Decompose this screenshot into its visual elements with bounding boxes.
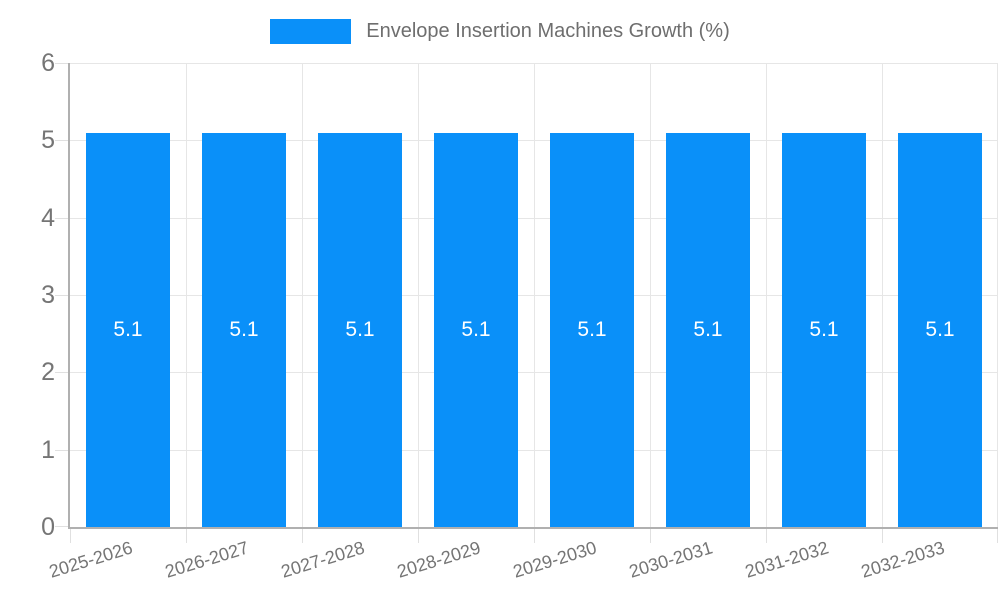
bar[interactable]: 5.1 <box>202 133 286 527</box>
x-gridline <box>302 63 303 527</box>
x-tick <box>186 529 187 543</box>
x-gridline <box>766 63 767 527</box>
y-axis-label: 5 <box>41 126 55 154</box>
y-tick <box>55 450 68 451</box>
x-gridline <box>186 63 187 527</box>
y-tick <box>55 295 68 296</box>
x-gridline <box>534 63 535 527</box>
y-axis-label: 2 <box>41 358 55 386</box>
bar-value-label: 5.1 <box>229 318 259 341</box>
y-tick <box>55 218 68 219</box>
legend[interactable]: Envelope Insertion Machines Growth (%) <box>0 19 1000 44</box>
y-axis-label: 1 <box>41 436 55 464</box>
bar-value-label: 5.1 <box>925 318 955 341</box>
x-tick <box>302 529 303 543</box>
x-tick <box>70 529 71 543</box>
y-axis-label: 0 <box>41 513 55 541</box>
x-tick <box>418 529 419 543</box>
bar-value-label: 5.1 <box>577 318 607 341</box>
x-gridline <box>882 63 883 527</box>
bar-value-label: 5.1 <box>809 318 839 341</box>
y-axis-label: 6 <box>41 49 55 77</box>
x-tick <box>997 529 998 543</box>
bar-value-label: 5.1 <box>113 318 143 341</box>
x-tick <box>766 529 767 543</box>
y-axis-label: 4 <box>41 204 55 232</box>
bar[interactable]: 5.1 <box>666 133 750 527</box>
y-tick <box>55 140 68 141</box>
bar[interactable]: 5.1 <box>86 133 170 527</box>
y-tick <box>55 526 68 527</box>
bar-value-label: 5.1 <box>461 318 491 341</box>
x-tick <box>650 529 651 543</box>
y-tick <box>55 372 68 373</box>
bar[interactable]: 5.1 <box>782 133 866 527</box>
bar[interactable]: 5.1 <box>434 133 518 527</box>
bar[interactable]: 5.1 <box>898 133 982 527</box>
x-gridline <box>650 63 651 527</box>
bar[interactable]: 5.1 <box>550 133 634 527</box>
bar-value-label: 5.1 <box>693 318 723 341</box>
x-gridline <box>418 63 419 527</box>
y-axis-label: 3 <box>41 281 55 309</box>
bar-value-label: 5.1 <box>345 318 375 341</box>
legend-swatch <box>270 19 352 44</box>
x-tick <box>882 529 883 543</box>
bar[interactable]: 5.1 <box>318 133 402 527</box>
x-tick <box>534 529 535 543</box>
y-tick <box>55 63 68 64</box>
x-gridline <box>997 63 998 527</box>
plot-area: 5.1 5.1 5.1 5.1 5.1 5.1 5.1 5.1 <box>55 63 998 543</box>
legend-label: Envelope Insertion Machines Growth (%) <box>366 20 730 42</box>
